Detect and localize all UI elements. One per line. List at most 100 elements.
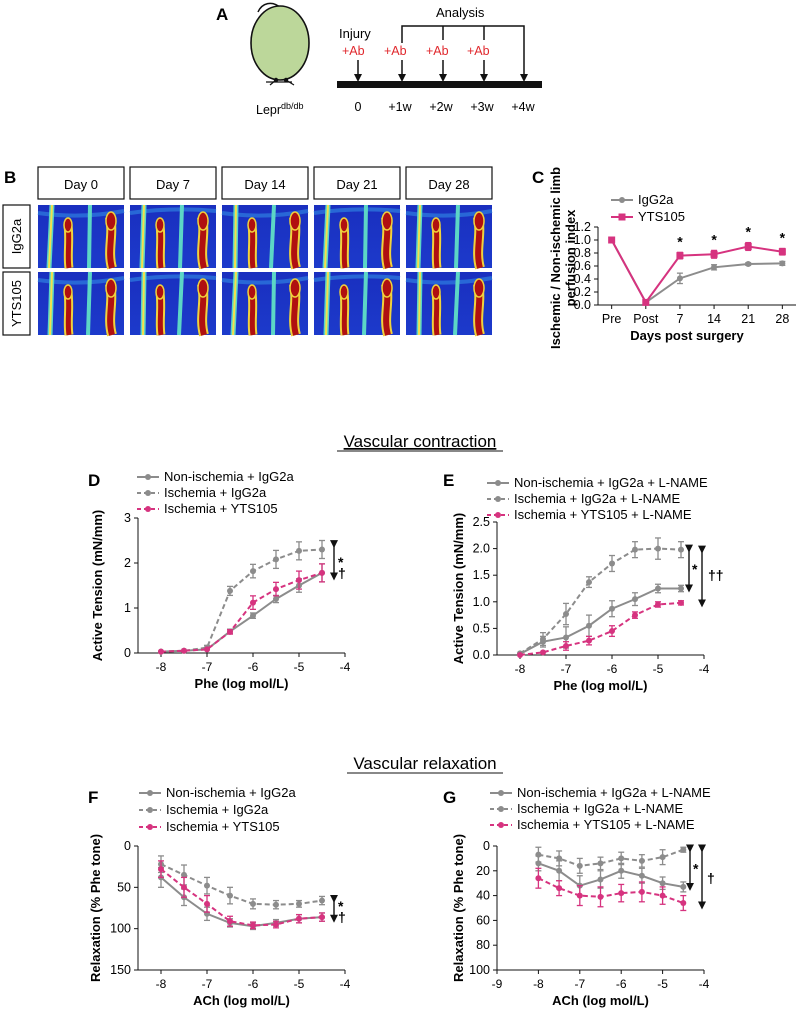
- panel-c: C 0.00.20.40.60.81.01.2 Pre Post 7 14 21 28 Day…: [532, 167, 796, 349]
- panel-letter-c: C: [532, 168, 544, 187]
- point-g-1-6: [659, 854, 666, 861]
- y-tick-label-d-0: 0: [124, 646, 131, 660]
- legend-label-g-2: Ischemia + YTS105 + L-NAME: [517, 817, 695, 832]
- panel-e: E 0.0 0.5 1.0 1.5 2.0 2.5 -8 -7 -6 -5 -4 Phe (log m…: [443, 471, 724, 693]
- x-tick-label-f-4: -4: [340, 977, 351, 991]
- point-e-1-7: [678, 546, 684, 553]
- point-e-2-7: [678, 599, 684, 606]
- point-e-1-5: [632, 546, 638, 553]
- panel-letter-e: E: [443, 471, 454, 490]
- series-e-0: [517, 583, 684, 657]
- significance-star-c-0: *: [677, 233, 683, 249]
- ab-injections: +Ab +Ab +Ab +Ab: [342, 44, 490, 82]
- series-line-g-0: [538, 862, 684, 888]
- series-e-2: [517, 599, 684, 658]
- legend-label-c-0: IgG2a: [638, 192, 674, 207]
- point-d-2-1: [181, 647, 187, 654]
- x-tick-label-g-5: -4: [699, 977, 710, 991]
- legend-label-f-1: Ischemia + IgG2a: [166, 802, 269, 817]
- series-d-1: [158, 539, 325, 655]
- point-c-1-5: [778, 248, 786, 256]
- day-header-2: Day 14: [244, 177, 285, 192]
- significance-mark-f-0: *: [338, 898, 344, 914]
- timeline-tick-3: +3w: [470, 100, 494, 114]
- point-g-0-1: [556, 867, 563, 874]
- point-d-2-6: [296, 577, 302, 584]
- y-tick-label-d-2: 2: [124, 556, 131, 570]
- y-tick-label-c-4: 0.8: [574, 246, 591, 260]
- series-f-1: [158, 855, 325, 910]
- y-tick-label-e-1: 0.5: [473, 621, 490, 635]
- section-title-contraction: Vascular contraction: [344, 432, 497, 451]
- injury-label: Injury: [339, 26, 371, 41]
- point-e-1-6: [655, 545, 661, 552]
- day-header-box-0: [37, 166, 125, 200]
- legend-label-g-1: Ischemia + IgG2a + L-NAME: [517, 801, 684, 816]
- series-line-e-2: [519, 601, 682, 656]
- x-tick-label-e-4: -4: [699, 662, 710, 676]
- series-line-c-0: [610, 239, 783, 304]
- day-header-box-3: [313, 166, 401, 200]
- y-tick-label-f-0: 0: [124, 839, 131, 853]
- series-f-2: [158, 860, 325, 930]
- series-line-e-0: [519, 587, 681, 655]
- x-tick-label-g-3: -6: [616, 977, 627, 991]
- panel-letter-f: F: [88, 788, 98, 807]
- significance-star-c-3: *: [780, 229, 786, 245]
- perfusion-image-igg2a-day-2: [221, 204, 309, 270]
- point-g-2-5: [638, 888, 645, 895]
- row-label-0: IgG2a: [9, 218, 24, 254]
- point-g-1-5: [638, 857, 645, 864]
- y-tick-label-d-3: 3: [124, 511, 131, 525]
- point-c-1-2: [676, 252, 684, 260]
- timeline-tick-1: +1w: [388, 100, 412, 114]
- point-d-1-6: [296, 547, 302, 554]
- day-header-3: Day 21: [336, 177, 377, 192]
- x-axis-label-e: Phe (log mol/L): [554, 678, 648, 693]
- section-title-relaxation: Vascular relaxation: [353, 754, 496, 773]
- point-f-2-0: [158, 866, 164, 873]
- row-label-1: YTS105: [9, 280, 24, 327]
- legend-label-e-2: Ischemia + YTS105 + L-NAME: [514, 507, 692, 522]
- point-e-1-4: [609, 560, 615, 567]
- point-g-2-2: [576, 892, 583, 899]
- y-tick-label-e-0: 0.0: [473, 648, 490, 662]
- perfusion-image-yts105-day-3: [313, 271, 401, 337]
- point-g-1-0: [535, 851, 542, 858]
- y-tick-label-g-5: 100: [469, 963, 490, 977]
- significance-mark-g-0: *: [693, 860, 699, 876]
- x-tick-label-g-1: -8: [533, 977, 544, 991]
- x-tick-label-c-4: 21: [741, 312, 755, 326]
- x-tick-label-d-1: -7: [202, 660, 213, 674]
- day-header-1: Day 7: [156, 177, 190, 192]
- y-tick-label-f-3: 150: [110, 963, 131, 977]
- point-e-1-3: [586, 579, 592, 586]
- point-e-0-6: [655, 585, 661, 592]
- point-f-1-3: [227, 892, 233, 899]
- legend-label-e-0: Non-ischemia + IgG2a + L-NAME: [514, 475, 708, 490]
- timeline-tick-0: 0: [355, 100, 362, 114]
- y-tick-label-e-4: 2.0: [473, 542, 490, 556]
- y-tick-label-d-1: 1: [124, 601, 131, 615]
- point-f-2-5: [273, 921, 279, 928]
- point-g-0-5: [638, 872, 645, 879]
- legend-c: IgG2a YTS105: [611, 192, 685, 224]
- point-g-2-0: [535, 875, 542, 882]
- x-tick-label-d-4: -4: [340, 660, 351, 674]
- day-header-box-4: [405, 166, 493, 200]
- point-g-1-4: [618, 855, 625, 862]
- point-g-0-4: [618, 867, 625, 874]
- x-axis-label-f: ACh (log mol/L): [193, 993, 290, 1008]
- point-d-2-2: [204, 646, 210, 653]
- y-tick-label-g-3: 60: [476, 913, 490, 927]
- point-f-2-2: [204, 900, 210, 907]
- y-tick-label-e-5: 2.5: [473, 515, 490, 529]
- significance-mark-d-0: *: [338, 554, 344, 570]
- point-d-1-5: [273, 556, 279, 563]
- point-d-2-7: [319, 569, 325, 576]
- point-e-2-2: [563, 642, 569, 649]
- point-d-2-4: [250, 599, 256, 606]
- significance-mark-e-1: ††: [708, 567, 724, 583]
- panel-letter-g: G: [443, 788, 456, 807]
- perfusion-image-igg2a-day-4: [405, 204, 493, 270]
